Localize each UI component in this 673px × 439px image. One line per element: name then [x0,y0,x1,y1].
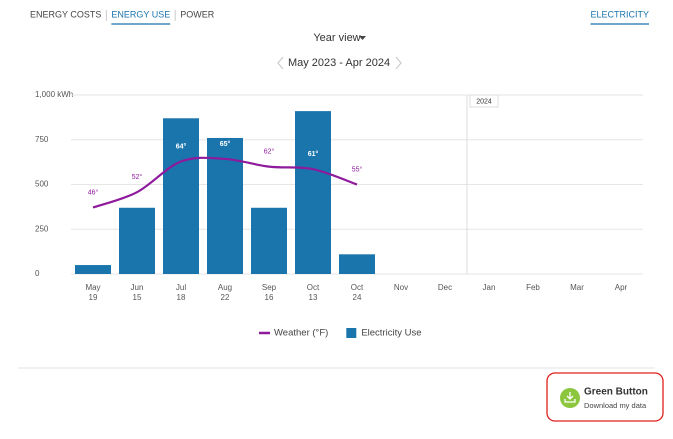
prev-arrow[interactable] [277,56,284,70]
y-tick-label: 1,000 kWh [35,90,73,99]
green-button-title[interactable]: Green Button [584,387,648,398]
weather-line [92,156,358,209]
weather-label: 65° [220,140,231,148]
x-tick-label: Oct [307,283,320,292]
x-tick-sublabel: 19 [89,293,98,302]
y-tick-label: 500 [35,180,49,189]
next-arrow[interactable] [395,56,402,70]
weather-label: 61° [308,150,319,158]
x-tick-label: Jan [483,283,496,292]
fuel-tab[interactable]: ELECTRICITY [590,9,649,19]
view-selector[interactable]: Year view [313,32,360,44]
x-tick-label: Mar [570,283,584,292]
x-tick-label: Apr [615,283,628,292]
x-tick-label: May [85,283,100,292]
weather-label: 52° [132,173,143,181]
y-tick-label: 0 [35,269,40,278]
x-tick-label: Oct [351,283,364,292]
x-tick-label: Nov [394,283,408,292]
x-tick-label: Dec [438,283,452,292]
year-marker: 2024 [476,98,492,105]
bar [163,118,199,275]
bar [75,265,111,274]
bar [119,207,155,274]
legend-swatch [346,328,357,338]
x-tick-label: Jun [131,283,144,292]
date-range: May 2023 - Apr 2024 [288,57,390,69]
x-tick-label: Jul [176,283,186,292]
year-marker-box [469,94,499,108]
x-tick-sublabel: 24 [353,293,362,302]
bar [295,111,331,274]
weather-label: 64° [176,142,187,150]
tab[interactable]: POWER [180,9,215,19]
x-tick-sublabel: 13 [309,293,318,302]
x-tick-sublabel: 18 [177,293,186,302]
bar [339,254,375,274]
green-button-box[interactable] [546,372,664,422]
tab[interactable]: ENERGY COSTS [30,9,101,19]
legend-label: Weather (°F) [274,328,328,339]
x-tick-sublabel: 22 [221,293,230,302]
bar [251,207,287,274]
weather-label: 46° [88,188,99,196]
y-tick-label: 250 [35,224,49,233]
download-glyph [564,392,576,403]
green-button-subtitle[interactable]: Download my data [584,401,647,410]
dropdown-arrow[interactable] [359,36,366,40]
x-tick-label: Feb [526,283,540,292]
x-tick-label: Aug [218,283,232,292]
weather-label: 55° [352,165,363,173]
legend-label: Electricity Use [361,328,421,339]
x-tick-sublabel: 16 [265,293,274,302]
y-tick-label: 750 [35,135,49,144]
x-tick-label: Sep [262,283,277,292]
weather-label: 62° [264,147,275,155]
x-tick-sublabel: 15 [133,293,142,302]
tab[interactable]: ENERGY USE [111,9,170,19]
